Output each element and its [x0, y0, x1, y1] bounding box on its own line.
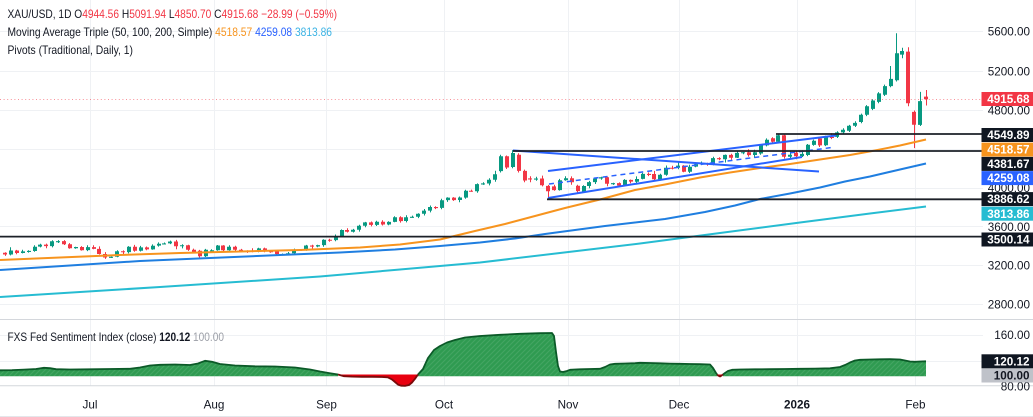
svg-text:Dec: Dec — [669, 399, 690, 412]
svg-text:3886.62: 3886.62 — [987, 193, 1030, 206]
svg-text:4259.08: 4259.08 — [987, 172, 1030, 185]
svg-text:4518.57: 4518.57 — [987, 144, 1029, 157]
svg-text:4549.89: 4549.89 — [987, 129, 1030, 142]
svg-text:160.00: 160.00 — [994, 329, 1030, 342]
svg-text:Feb: Feb — [905, 399, 926, 412]
svg-text:Moving Average Triple (50, 100: Moving Average Triple (50, 100, 200, Sim… — [8, 25, 333, 39]
svg-text:Aug: Aug — [204, 399, 225, 412]
svg-text:120.12: 120.12 — [994, 355, 1030, 368]
svg-text:4381.67: 4381.67 — [987, 158, 1029, 171]
svg-text:FXS Fed Sentiment Index (close: FXS Fed Sentiment Index (close) 120.12 1… — [8, 330, 225, 344]
svg-text:3813.86: 3813.86 — [987, 208, 1030, 221]
svg-text:100.00: 100.00 — [994, 370, 1030, 383]
svg-text:2026: 2026 — [784, 399, 811, 412]
svg-text:80.00: 80.00 — [1001, 380, 1031, 393]
svg-text:4800.00: 4800.00 — [988, 105, 1031, 118]
svg-text:3600.00: 3600.00 — [988, 221, 1031, 234]
svg-text:5600.00: 5600.00 — [988, 26, 1031, 39]
svg-text:Jul: Jul — [83, 399, 98, 412]
svg-text:5200.00: 5200.00 — [988, 65, 1031, 78]
svg-text:Sep: Sep — [316, 399, 337, 412]
svg-text:Oct: Oct — [435, 399, 454, 412]
svg-text:2800.00: 2800.00 — [988, 298, 1031, 311]
svg-text:Nov: Nov — [558, 399, 579, 412]
svg-text:4000.00: 4000.00 — [988, 182, 1031, 195]
svg-text:XAU/USD, 1D O4944.56 H5091.94: XAU/USD, 1D O4944.56 H5091.94 L4850.70 C… — [8, 7, 338, 21]
svg-text:3200.00: 3200.00 — [988, 260, 1031, 273]
svg-text:Pivots (Traditional, Daily, 1): Pivots (Traditional, Daily, 1) — [8, 43, 134, 57]
svg-text:4915.68: 4915.68 — [987, 93, 1030, 106]
svg-text:3500.14: 3500.14 — [987, 234, 1030, 247]
